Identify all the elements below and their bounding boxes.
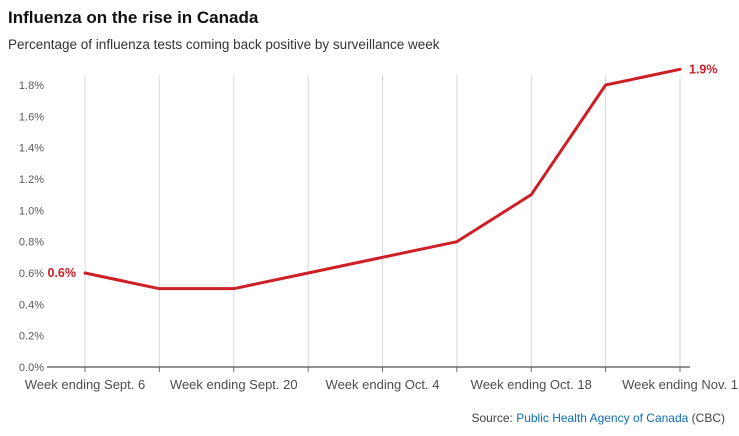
point-annotation: 1.9% xyxy=(689,62,718,76)
series-line xyxy=(83,67,682,291)
point-annotation: 0.6% xyxy=(48,266,77,280)
x-tick-label: Week ending Sept. 6 xyxy=(25,377,145,392)
source-link[interactable]: Public Health Agency of Canada xyxy=(516,411,689,425)
x-tick-label: Week ending Oct. 18 xyxy=(471,377,592,392)
chart-canvas: 0.0% 0.2% 0.4% 0.6% 0.8% 1.0% 1.2% 1.4% 1.6% 1.8%… xyxy=(19,62,738,392)
x-tick-label: Week ending Oct. 4 xyxy=(326,377,440,392)
source-prefix: Source: xyxy=(471,411,517,425)
y-tick-label: 0.8% xyxy=(19,237,44,249)
source-suffix: (CBC) xyxy=(688,411,725,425)
x-tick-label: Week ending Nov. 1 xyxy=(622,377,738,392)
line-chart: 0.0% 0.2% 0.4% 0.6% 0.8% 1.0% 1.2% 1.4% 1.6% 1.8%… xyxy=(0,60,739,405)
y-tick-label: 1.4% xyxy=(19,143,44,155)
y-tick-label: 1.2% xyxy=(19,174,44,186)
y-tick-label: 0.2% xyxy=(19,331,44,343)
y-tick-label: 1.8% xyxy=(19,80,44,92)
source-line: Source: Public Health Agency of Canada (… xyxy=(0,405,739,429)
chart-subtitle: Percentage of influenza tests coming bac… xyxy=(8,37,440,53)
y-tick-label: 0.4% xyxy=(19,299,44,311)
y-tick-label: 0.6% xyxy=(19,268,44,280)
y-tick-label: 1.0% xyxy=(19,205,44,217)
page-title: Influenza on the rise in Canada xyxy=(8,8,259,27)
y-tick-label: 1.6% xyxy=(19,111,44,123)
chart-header: Influenza on the rise in Canada Percenta… xyxy=(0,0,739,60)
y-tick-label: 0.0% xyxy=(19,362,44,374)
x-tick-label: Week ending Sept. 20 xyxy=(170,377,298,392)
